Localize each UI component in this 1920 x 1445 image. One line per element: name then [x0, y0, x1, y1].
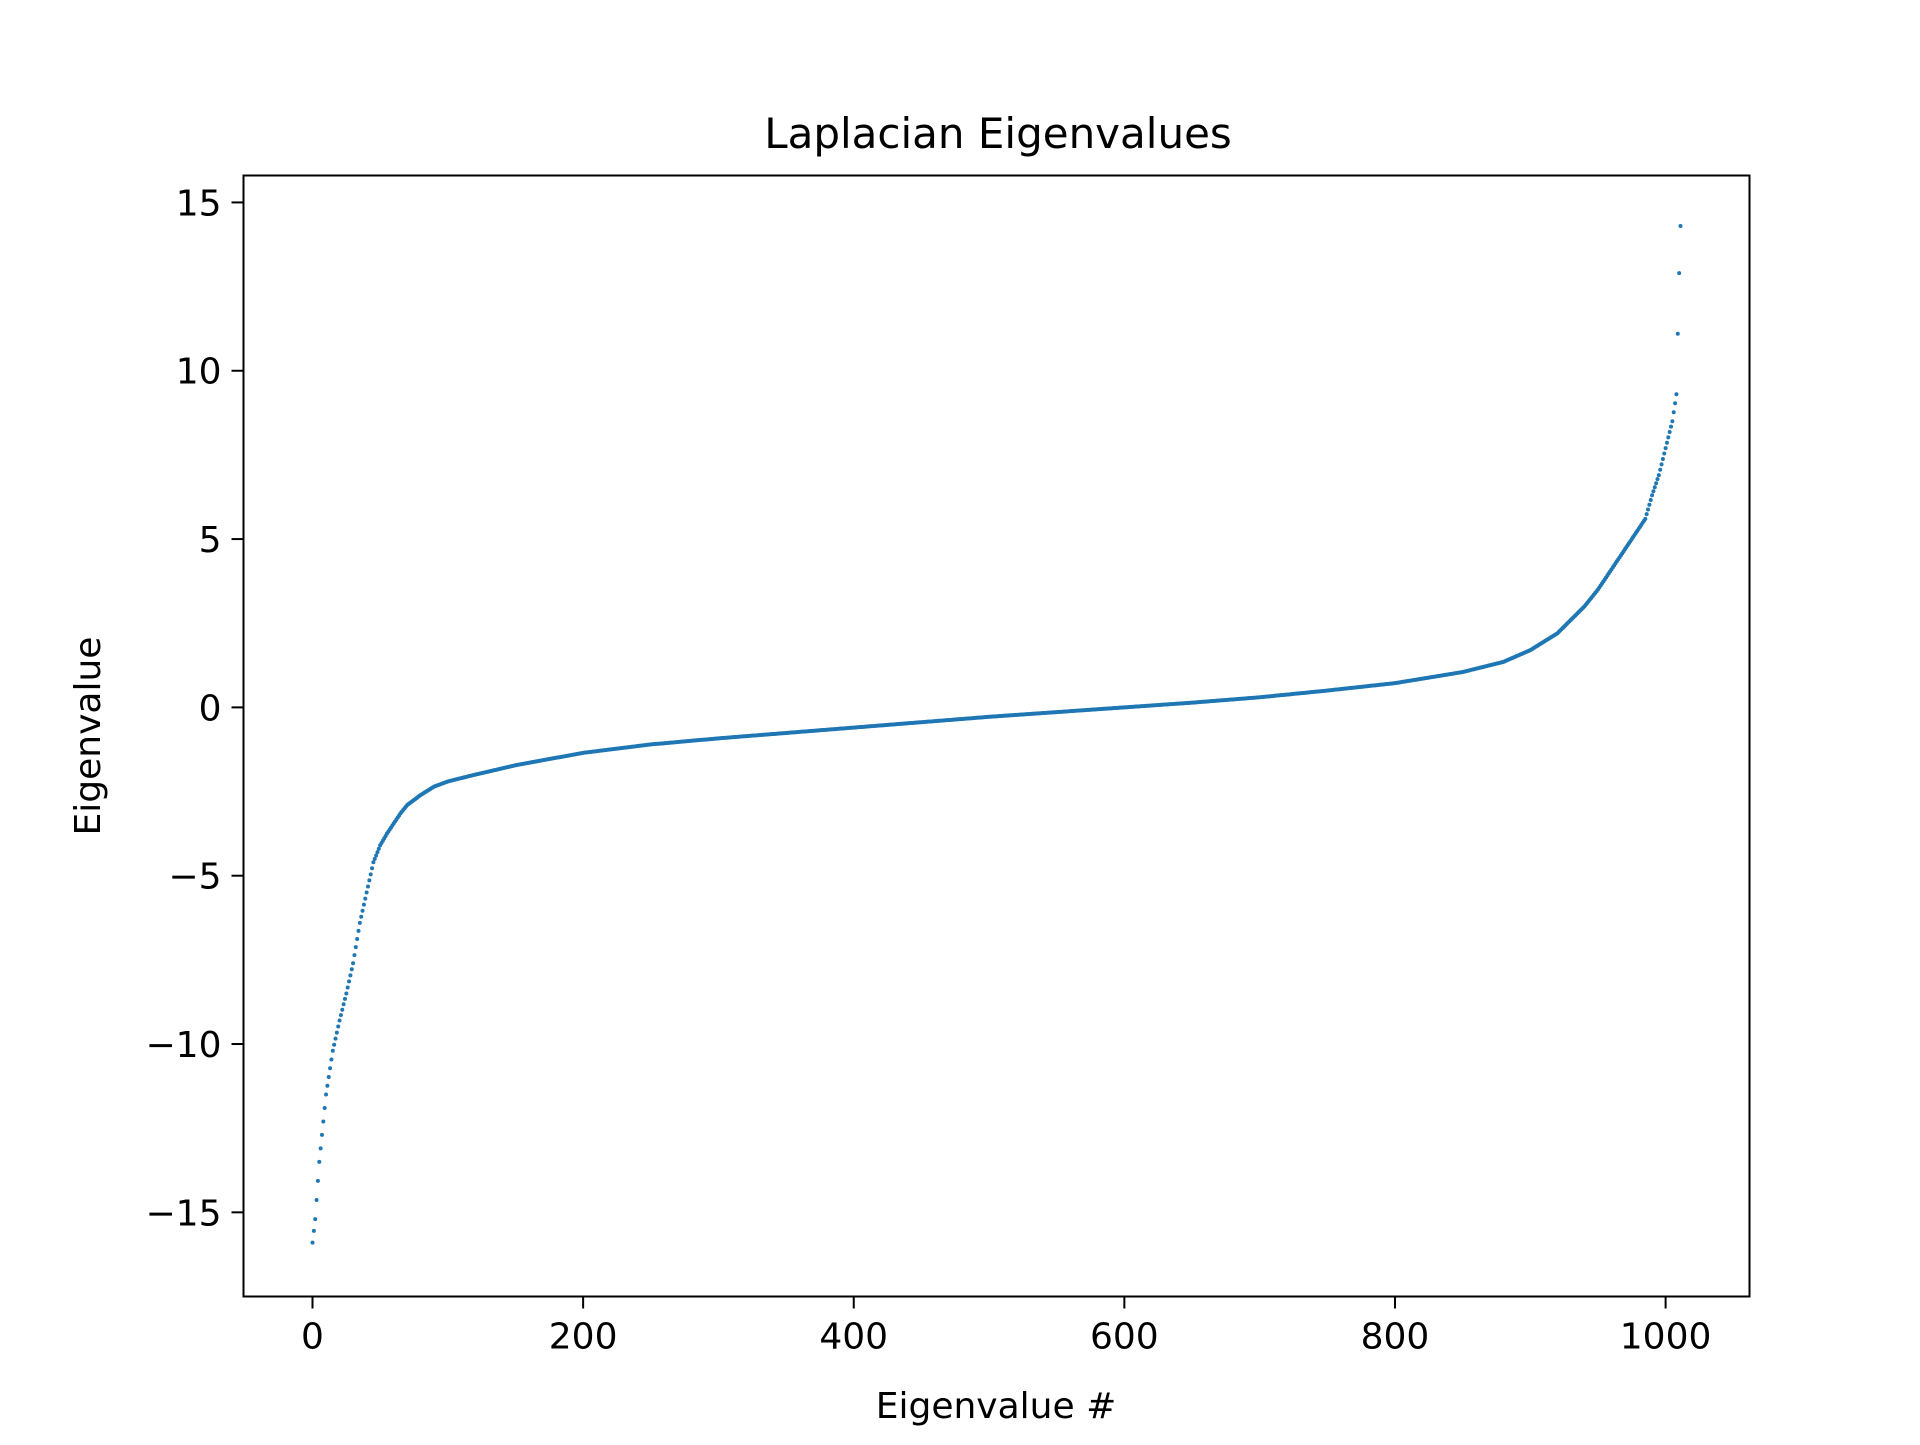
x-tick-label: 400	[819, 1317, 888, 1358]
data-point	[1646, 507, 1651, 512]
data-point	[1675, 331, 1680, 336]
data-point	[1666, 435, 1671, 440]
data-point	[349, 967, 354, 972]
data-point	[1671, 410, 1676, 415]
data-point	[352, 953, 357, 958]
data-point	[347, 979, 352, 984]
x-tick-label: 800	[1361, 1317, 1430, 1358]
data-point	[365, 884, 370, 889]
x-tick-label: 600	[1090, 1317, 1159, 1358]
y-tick-label: 10	[176, 352, 222, 393]
data-point	[363, 896, 368, 901]
data-point	[310, 1240, 315, 1245]
data-point	[345, 985, 350, 990]
data-point	[324, 1092, 329, 1097]
data-point	[1674, 392, 1679, 397]
data-point	[355, 936, 360, 941]
data-point	[360, 908, 365, 913]
data-point	[364, 890, 369, 895]
x-tick-label: 200	[549, 1317, 618, 1358]
data-point	[333, 1036, 338, 1041]
data-point	[1662, 451, 1667, 456]
data-point	[342, 996, 347, 1001]
y-tick-label: −5	[168, 857, 221, 898]
y-tick-label: −10	[146, 1025, 222, 1066]
data-point	[1658, 467, 1663, 472]
y-tick-label: −15	[146, 1193, 222, 1234]
data-point	[1669, 424, 1674, 429]
data-point	[341, 1002, 346, 1007]
y-tick-label: 15	[176, 183, 222, 224]
data-point	[322, 1105, 327, 1110]
data-point	[340, 1007, 345, 1012]
data-point	[370, 866, 375, 871]
data-point	[367, 878, 372, 883]
data-point	[1667, 430, 1672, 435]
data-point	[376, 846, 381, 851]
data-point	[336, 1024, 341, 1029]
data-point	[353, 945, 358, 950]
plot-frame	[242, 174, 1751, 1298]
data-point	[1654, 481, 1659, 486]
data-point	[1655, 477, 1660, 482]
data-point	[326, 1075, 331, 1080]
chart-title: Laplacian Eigenvalues	[764, 109, 1232, 158]
y-axis-ticks: −15 −10 −5 0 5 10 15	[146, 183, 244, 1234]
y-tick-label: 5	[199, 520, 222, 561]
data-point	[356, 928, 361, 933]
data-point	[1652, 485, 1657, 490]
data-point	[359, 914, 364, 919]
data-point	[1647, 502, 1652, 507]
data-point	[1664, 440, 1669, 445]
data-point	[321, 1119, 326, 1124]
x-axis-label: Eigenvalue #	[876, 1386, 1117, 1427]
data-point	[351, 961, 356, 966]
data-point	[344, 991, 349, 996]
data-point	[1673, 401, 1678, 406]
data-point	[328, 1066, 333, 1071]
data-point	[1663, 446, 1668, 451]
data-point	[371, 860, 376, 865]
data-point	[348, 973, 353, 978]
data-point	[372, 856, 377, 861]
data-point	[1677, 271, 1682, 276]
data-point	[1660, 456, 1665, 461]
data-point	[1656, 473, 1661, 478]
data-point	[368, 872, 373, 877]
data-point	[1648, 498, 1653, 503]
data-point	[1670, 419, 1675, 424]
data-point	[1651, 489, 1656, 494]
x-axis-ticks: 0 200 400 600 800 1000	[301, 1296, 1712, 1358]
data-point	[374, 853, 379, 858]
data-point	[330, 1048, 335, 1053]
data-point	[337, 1018, 342, 1023]
data-point	[319, 1132, 324, 1137]
data-point	[338, 1013, 343, 1018]
x-tick-label: 1000	[1620, 1317, 1712, 1358]
data-point	[1678, 224, 1683, 228]
data-point	[325, 1083, 330, 1088]
data-point	[375, 850, 380, 855]
data-point	[313, 1217, 318, 1222]
x-tick-label: 0	[301, 1317, 324, 1358]
y-tick-label: 0	[199, 688, 222, 729]
data-point	[357, 920, 362, 925]
y-axis-label: Eigenvalue	[68, 637, 109, 836]
data-point	[314, 1198, 319, 1202]
data-point	[317, 1159, 322, 1164]
data-point	[318, 1146, 323, 1151]
data-point	[361, 902, 366, 907]
data-point	[1650, 493, 1655, 498]
data-point	[1644, 512, 1649, 517]
data-point	[315, 1178, 320, 1183]
data-point	[332, 1042, 337, 1047]
data-point	[1643, 516, 1648, 521]
data-point	[1659, 462, 1664, 467]
data-point	[334, 1030, 339, 1035]
data-point	[311, 1228, 316, 1233]
data-point	[329, 1057, 334, 1062]
data-points	[310, 224, 1683, 1245]
